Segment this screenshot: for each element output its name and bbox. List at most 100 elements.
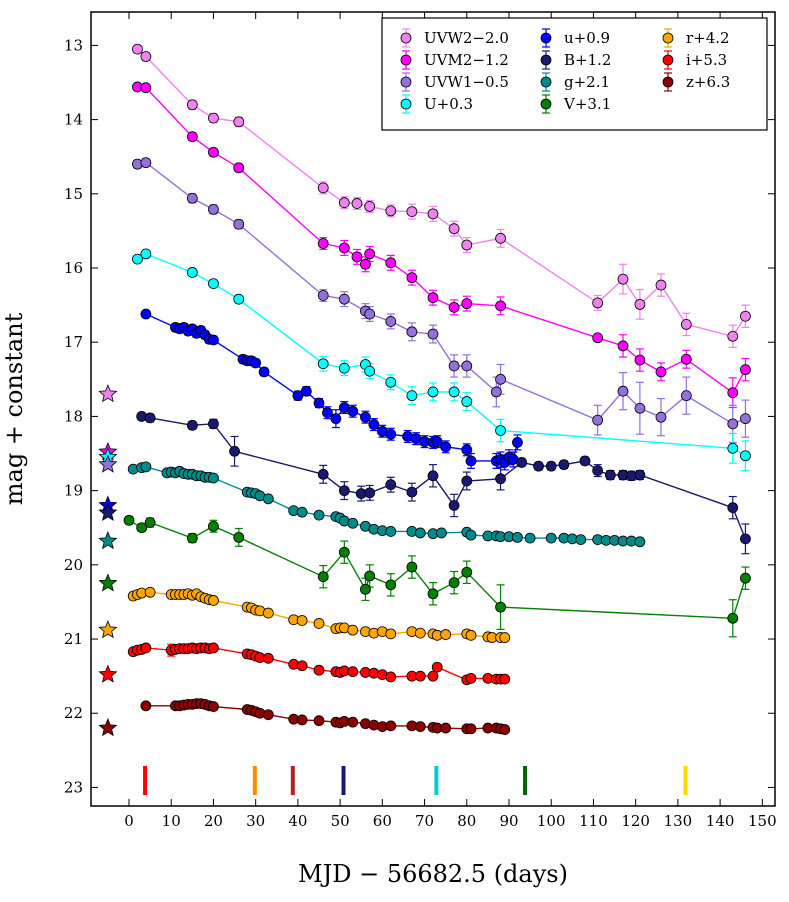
data-point-uvw2-2-0 [132, 43, 143, 55]
data-point-b-1-2 [634, 469, 646, 481]
legend-entry-u-0-9: u+0.9 [540, 28, 610, 48]
series-v-3-1 [123, 514, 751, 638]
data-point-g-2-1 [436, 527, 447, 539]
data-point-uvw2-2-0 [592, 297, 604, 309]
upper-limit-marker-0 [593, 334, 602, 342]
data-point-u-0-9 [208, 334, 219, 346]
legend-marker [540, 54, 552, 66]
legend-label: U+0.3 [424, 95, 473, 113]
data-point-uvm2-1-2 [495, 300, 506, 312]
series-z-6-3 [140, 698, 511, 735]
legend-label: z+6.3 [686, 73, 730, 91]
reference-star-b-1-2 [98, 502, 118, 522]
legend-marker [662, 76, 674, 88]
x-tick-label: 50 [331, 812, 350, 830]
data-point-u-0-9 [440, 441, 452, 453]
y-tick-label: 17 [64, 333, 83, 351]
data-point-z-6-3 [465, 723, 477, 735]
data-point-uvm2-1-2 [338, 242, 350, 254]
y-tick-label: 19 [64, 482, 83, 500]
data-point-b-1-2 [604, 469, 616, 481]
series-u-0-3 [132, 248, 751, 472]
data-point-u-0-9 [313, 397, 325, 409]
data-point-g-2-1 [296, 506, 308, 518]
data-point-uvm2-1-2 [186, 131, 198, 143]
data-point-uvm2-1-2 [461, 298, 473, 310]
legend-marker [540, 32, 552, 44]
data-point-v-3-1 [727, 612, 739, 624]
data-point-uvw2-2-0 [634, 298, 646, 310]
legend-entry-u-0-3: U+0.3 [400, 94, 473, 114]
data-point-uvw1-0-5 [406, 326, 418, 338]
x-tick-label: 150 [748, 812, 777, 830]
data-point-uvm2-1-2 [140, 82, 152, 94]
data-point-z-6-3 [499, 724, 511, 735]
data-point-v-3-1 [136, 522, 148, 534]
data-point-uvw2-2-0 [617, 273, 629, 285]
data-point-r-4-2 [313, 618, 325, 629]
data-point-g-2-1 [575, 534, 587, 546]
data-point-u-0-9 [322, 407, 333, 419]
data-point-z-6-3 [296, 714, 308, 726]
data-point-z-6-3 [262, 709, 274, 721]
data-point-b-1-2 [406, 486, 418, 498]
data-point-g-2-1 [524, 532, 536, 544]
data-point-u-0-3 [208, 278, 219, 289]
series-line-u-0-3 [137, 253, 746, 457]
data-point-uvw2-2-0 [655, 279, 667, 291]
data-point-u-0-3 [495, 425, 506, 436]
data-point-v-3-1 [123, 514, 135, 526]
data-point-i-5-3 [313, 664, 325, 676]
data-point-g-2-1 [465, 529, 477, 541]
data-point-r-4-2 [385, 628, 397, 640]
legend: UVW2−2.0 UVM2−1.2 UVW1−0.5 U+0.3 u+0.9 B+1.2 g… [381, 17, 768, 131]
legend-marker [400, 54, 412, 66]
reference-star-z-6-3 [98, 718, 118, 737]
series-r-4-2 [127, 586, 511, 643]
data-point-uvw2-2-0 [406, 206, 418, 218]
data-point-uvw2-2-0 [351, 198, 363, 209]
data-point-z-6-3 [440, 722, 452, 734]
data-point-uvw1-0-5 [461, 360, 473, 372]
data-point-uvm2-1-2 [208, 146, 219, 158]
reference-star-r-4-2 [98, 620, 118, 639]
data-point-uvw2-2-0 [364, 201, 376, 212]
data-point-i-5-3 [414, 670, 426, 682]
data-point-v-3-1 [360, 583, 371, 595]
data-point-u-0-9 [512, 436, 523, 448]
reference-star-uvw2-2-0 [98, 384, 118, 403]
data-point-uvw2-2-0 [186, 99, 198, 111]
data-point-v-3-1 [186, 532, 198, 544]
legend-entry-r-4-2: r+4.2 [662, 28, 730, 48]
data-point-b-1-2 [533, 460, 544, 472]
legend-label: UVW2−2.0 [424, 29, 509, 47]
data-point-u-0-9 [347, 405, 359, 417]
legend-marker [540, 98, 552, 110]
series-u-0-9 [140, 308, 523, 471]
y-tick-label: 23 [64, 778, 83, 796]
data-point-u-0-9 [360, 411, 371, 423]
data-point-u-0-9 [431, 436, 443, 448]
x-tick-label: 40 [288, 812, 307, 830]
data-point-b-1-2 [727, 502, 739, 514]
data-point-u-0-9 [250, 357, 262, 369]
data-point-uvw2-2-0 [448, 223, 460, 235]
data-point-r-4-2 [262, 607, 274, 619]
series-b-1-2 [136, 411, 751, 555]
data-point-u-0-3 [140, 248, 152, 260]
series-uvw2-2-0 [132, 43, 751, 349]
data-point-b-1-2 [144, 412, 156, 424]
data-point-v-3-1 [233, 531, 245, 543]
data-point-uvw1-0-5 [592, 414, 604, 426]
data-point-uvw2-2-0 [140, 51, 152, 62]
data-point-uvm2-1-2 [617, 340, 629, 352]
data-point-uvw1-0-5 [186, 192, 198, 204]
data-point-g-2-1 [385, 526, 397, 537]
x-tick-label: 30 [246, 812, 265, 830]
data-point-b-1-2 [740, 533, 751, 545]
legend-entry-uvm2-1-2: UVM2−1.2 [400, 50, 509, 70]
x-tick-label: 60 [373, 812, 392, 830]
data-point-r-4-2 [144, 586, 156, 598]
legend-marker [400, 76, 412, 88]
